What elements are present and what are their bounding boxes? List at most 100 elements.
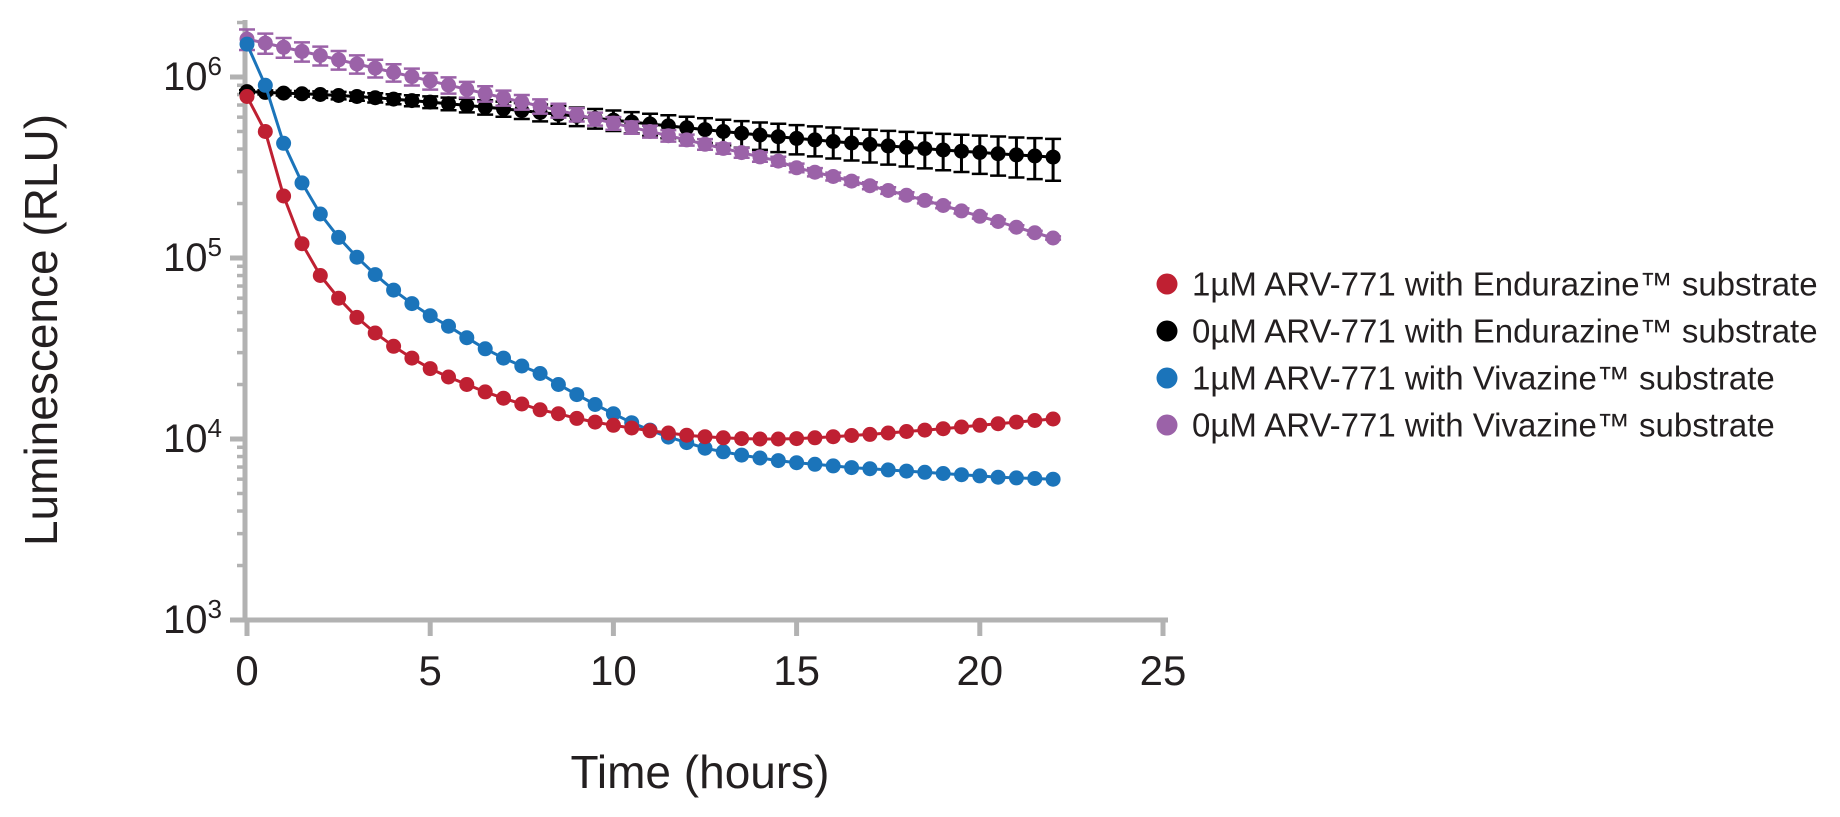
data-point	[642, 423, 658, 439]
data-point	[899, 187, 914, 203]
data-point	[752, 450, 768, 466]
series-0-m-arv-771-with-vivazine-substrate	[239, 28, 1062, 246]
data-point	[624, 420, 640, 436]
x-axis-title: Time (hours)	[571, 746, 830, 798]
data-point	[697, 136, 713, 152]
data-point	[880, 462, 896, 478]
data-point	[312, 206, 328, 222]
data-point	[257, 124, 273, 139]
data-point	[642, 124, 658, 139]
data-point	[954, 419, 969, 435]
data-point	[349, 56, 365, 72]
data-point	[349, 309, 365, 325]
data-point	[972, 208, 988, 224]
data-point	[331, 290, 347, 306]
data-point	[276, 135, 292, 151]
data-point	[477, 384, 493, 400]
legend-label: 1µM ARV-771 with Vivazine™ substrate	[1192, 360, 1775, 397]
data-point	[880, 138, 896, 154]
data-point	[752, 127, 768, 143]
data-point	[514, 94, 530, 110]
data-point	[752, 149, 768, 165]
data-point	[972, 144, 988, 160]
data-point	[532, 366, 548, 381]
data-point	[715, 444, 731, 460]
data-point	[496, 350, 511, 366]
data-point	[422, 73, 438, 89]
data-point	[404, 93, 420, 109]
data-point	[514, 396, 530, 412]
data-point	[331, 88, 347, 103]
data-point	[752, 431, 768, 447]
legend-item-0-m-arv-771-with-vivazine-substrate: 0µM ARV-771 with Vivazine™ substrate	[1156, 407, 1775, 444]
data-point	[1045, 411, 1061, 427]
legend-dot	[1156, 320, 1178, 342]
data-point	[935, 421, 951, 437]
series-0-m-arv-771-with-endurazine-substrate	[239, 84, 1062, 183]
data-point	[386, 91, 402, 107]
data-point	[496, 90, 511, 106]
data-point	[276, 39, 292, 55]
data-point	[550, 406, 566, 422]
data-point	[715, 430, 731, 446]
data-point	[954, 467, 969, 483]
data-point	[880, 183, 896, 198]
data-point	[954, 203, 969, 219]
data-point	[917, 192, 933, 208]
data-point	[459, 81, 475, 97]
data-point	[605, 406, 621, 422]
data-point	[441, 369, 456, 385]
legend-item-1-m-arv-771-with-endurazine-substrate: 1µM ARV-771 with Endurazine™ substrate	[1156, 266, 1818, 303]
data-point	[990, 214, 1006, 229]
data-point	[972, 468, 988, 484]
data-point	[917, 141, 933, 157]
data-point	[496, 390, 511, 406]
legend: 1µM ARV-771 with Endurazine™ substrate 0µ…	[1156, 266, 1818, 444]
data-point	[789, 130, 805, 146]
data-point	[459, 330, 475, 346]
data-point	[825, 429, 841, 445]
data-point	[514, 358, 530, 374]
data-point	[844, 460, 860, 476]
data-point	[880, 425, 896, 441]
axes: 0 5 10 15 20 25 103 104 105 106	[163, 20, 1186, 694]
data-point	[679, 427, 695, 443]
data-point	[789, 160, 805, 176]
data-point	[734, 145, 750, 161]
data-point	[605, 417, 621, 433]
data-point	[1008, 219, 1024, 235]
data-point	[770, 153, 786, 169]
data-point	[715, 140, 731, 156]
data-point	[532, 402, 548, 418]
data-point	[935, 198, 951, 213]
data-point	[862, 426, 878, 442]
y-tick-label: 103	[163, 594, 222, 642]
x-tick-label: 25	[1140, 647, 1187, 694]
data-point	[386, 64, 402, 80]
data-point	[917, 464, 933, 480]
data-point	[1008, 147, 1024, 163]
y-tick-label: 104	[163, 413, 222, 461]
data-point	[660, 425, 676, 441]
legend-label: 0µM ARV-771 with Endurazine™ substrate	[1192, 313, 1818, 350]
data-point	[257, 77, 273, 93]
data-point	[404, 350, 420, 366]
data-point	[587, 397, 603, 412]
data-point	[954, 143, 969, 159]
data-point	[477, 341, 493, 357]
data-point	[239, 36, 255, 52]
data-point	[1027, 225, 1043, 241]
y-tick-label: 105	[163, 232, 222, 280]
data-point	[276, 85, 292, 101]
data-point	[587, 414, 603, 430]
data-point	[770, 453, 786, 469]
legend-item-0-m-arv-771-with-endurazine-substrate: 0µM ARV-771 with Endurazine™ substrate	[1156, 313, 1818, 350]
data-point	[294, 86, 310, 102]
data-point	[1008, 470, 1024, 486]
data-point	[569, 107, 585, 123]
data-point	[331, 229, 347, 245]
data-point	[569, 387, 585, 403]
data-point	[312, 48, 328, 63]
data-point	[587, 111, 603, 127]
data-point	[367, 60, 383, 76]
